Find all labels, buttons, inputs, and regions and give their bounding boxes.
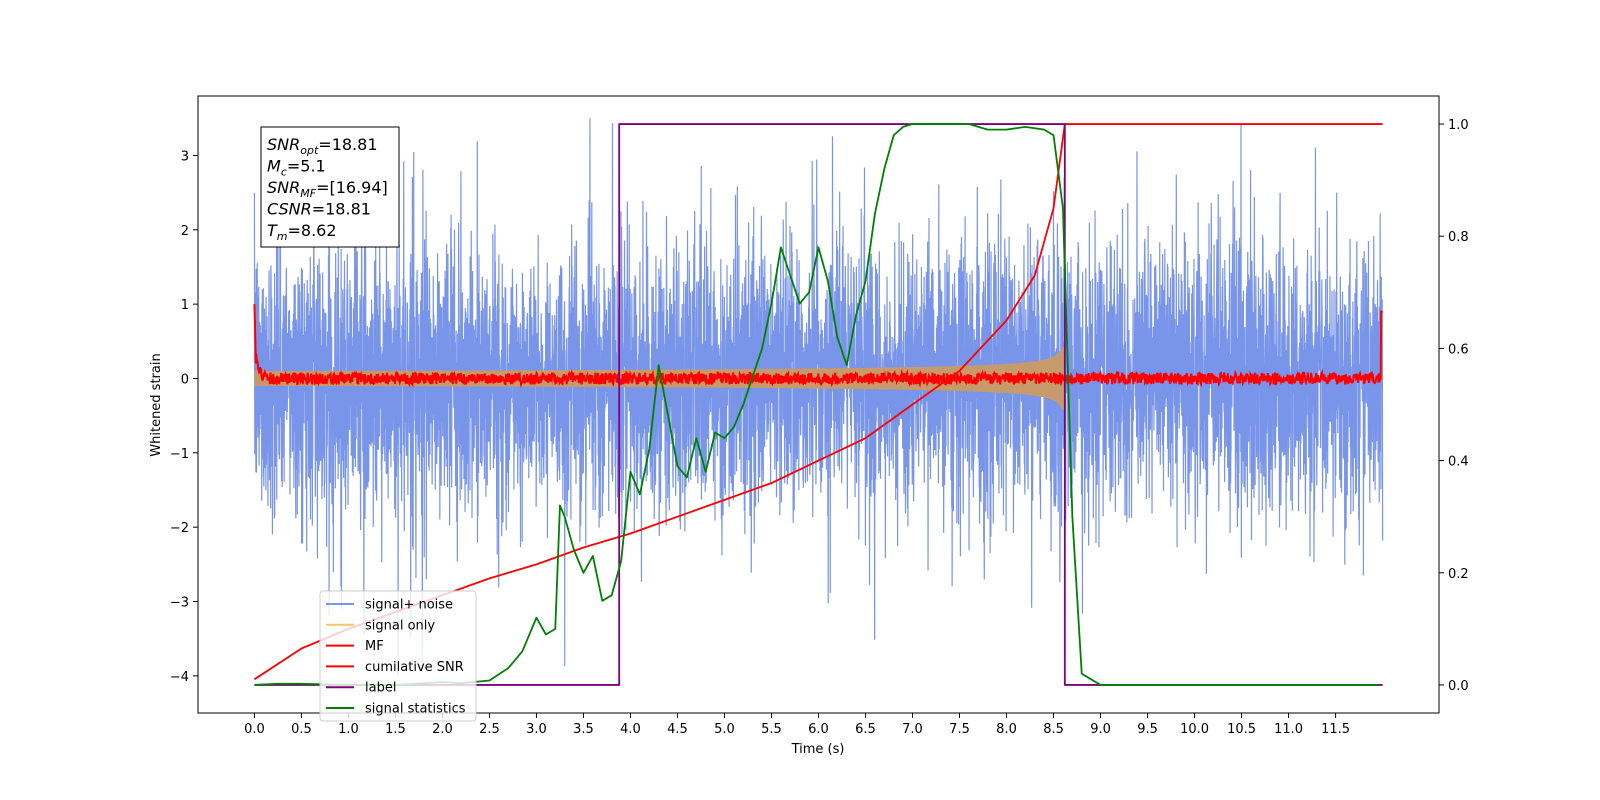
x-tick-label: 2.0 <box>432 722 453 737</box>
annotation-line: SNRMF=[16.94] <box>267 178 388 200</box>
x-tick-label: 0.5 <box>291 722 312 737</box>
x-tick-label: 6.5 <box>855 722 876 737</box>
x-tick-label: 3.0 <box>526 722 547 737</box>
x-tick-label: 1.5 <box>385 722 406 737</box>
legend-entry: MF <box>365 639 384 654</box>
annotation-box: SNRopt=18.81Mc=5.1SNRMF=[16.94]CSNR=18.8… <box>260 126 400 248</box>
y-axis-label: Whitened strain <box>149 353 164 456</box>
x-tick-label: 5.0 <box>714 722 735 737</box>
annotation-line: Mc=5.1 <box>267 157 326 179</box>
x-tick-label: 8.0 <box>996 722 1017 737</box>
legend: signal+ noise signal only MF cumilative SNR… <box>319 590 477 722</box>
y-tick-label-right: 0.4 <box>1448 455 1469 470</box>
y-tick-label-left: 3 <box>181 149 189 164</box>
x-tick-label: 9.5 <box>1137 722 1158 737</box>
y-tick-label-right: 0.2 <box>1448 567 1469 582</box>
legend-entry: cumilative SNR <box>365 660 464 675</box>
x-tick-label: 7.5 <box>949 722 970 737</box>
y-tick-label-left: 2 <box>181 224 189 239</box>
legend-entry: signal+ noise <box>365 598 453 613</box>
x-tick-label: 10.0 <box>1180 722 1209 737</box>
x-tick-label: 4.5 <box>667 722 688 737</box>
x-tick-label: 2.5 <box>479 722 500 737</box>
y-tick-label-right: 0.8 <box>1448 230 1469 245</box>
x-tick-label: 10.5 <box>1227 722 1256 737</box>
x-tick-label: 9.0 <box>1090 722 1111 737</box>
series-mf <box>253 304 1383 388</box>
series-signal-noise <box>253 118 1384 676</box>
x-tick-label: 7.0 <box>902 722 923 737</box>
x-tick-label: 5.5 <box>761 722 782 737</box>
x-tick-label: 4.0 <box>620 722 641 737</box>
x-tick-label: 6.0 <box>808 722 829 737</box>
legend-entry: signal only <box>365 618 435 633</box>
y-tick-label-left: 1 <box>181 298 189 313</box>
y-tick-label-right: 0.0 <box>1448 679 1469 694</box>
y-tick-label-left: −1 <box>170 447 189 462</box>
y-tick-label-left: −4 <box>170 670 189 685</box>
x-tick-label: 11.0 <box>1274 722 1303 737</box>
y-tick-label-right: 1.0 <box>1448 118 1469 133</box>
x-axis-label: Time (s) <box>791 742 845 757</box>
annotation-line: CSNR=18.81 <box>267 200 371 219</box>
y-tick-label-left: 0 <box>181 372 189 387</box>
legend-entry: signal statistics <box>365 702 466 717</box>
x-tick-label: 0.0 <box>244 722 265 737</box>
x-tick-label: 8.5 <box>1043 722 1064 737</box>
x-tick-label: 1.0 <box>338 722 359 737</box>
annotation-line: Tm=8.62 <box>267 221 337 243</box>
x-tick-label: 3.5 <box>573 722 594 737</box>
series-signal-statistics <box>254 123 1378 686</box>
y-tick-label-left: −3 <box>170 595 189 610</box>
legend-entry: label <box>365 681 396 696</box>
y-tick-label-right: 0.6 <box>1448 342 1469 357</box>
y-tick-label-left: −2 <box>170 521 189 536</box>
annotation-line: SNRopt=18.81 <box>267 135 378 157</box>
x-tick-label: 11.5 <box>1321 722 1350 737</box>
